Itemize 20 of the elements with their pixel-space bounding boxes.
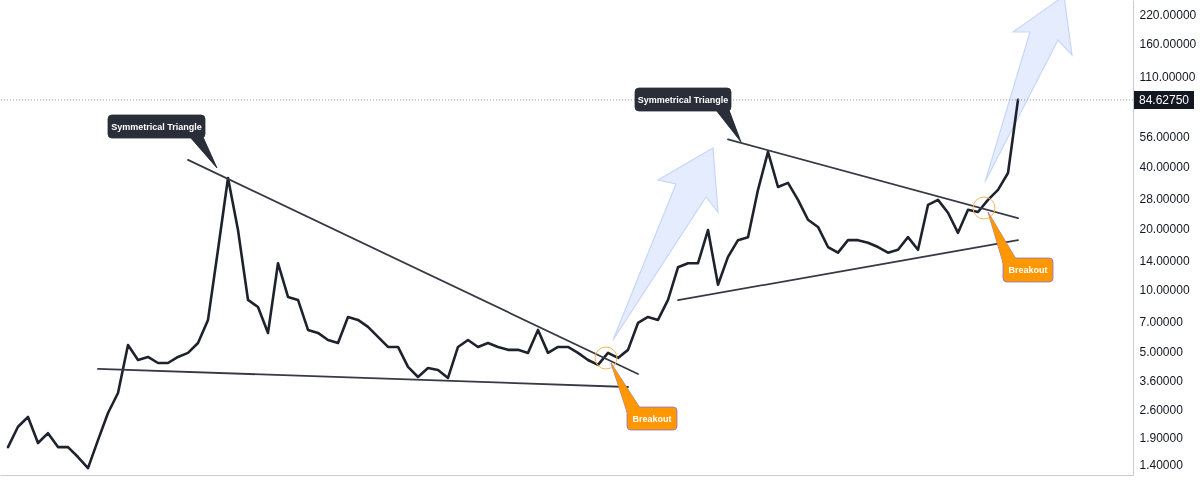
y-tick-label: 3.60000 — [1139, 374, 1184, 389]
ref-line-label: 84.62750 — [1138, 92, 1190, 107]
y-tick-label: 2.60000 — [1139, 403, 1184, 418]
annotation: Symmetrical Triangle — [637, 94, 729, 105]
annotation: Breakout — [632, 413, 672, 424]
y-tick-label: 10.00000 — [1139, 283, 1190, 298]
y-tick-label: 1.40000 — [1139, 458, 1184, 473]
y-tick-label: 5.00000 — [1139, 345, 1184, 360]
y-tick-label: 56.00000 — [1139, 130, 1190, 145]
annotation: Breakout — [1008, 265, 1048, 275]
y-tick-label: 160.00000 — [1139, 36, 1197, 51]
y-tick-label: 40.00000 — [1139, 160, 1190, 175]
y-tick-label: 20.00000 — [1139, 221, 1190, 236]
y-tick-label: 1.90000 — [1139, 431, 1184, 446]
y-tick-label: 110.00000 — [1139, 70, 1196, 85]
y-tick-label: 28.00000 — [1139, 191, 1190, 206]
annotation: Symmetrical Triangle — [111, 121, 202, 132]
y-tick-label: 7.00000 — [1139, 315, 1184, 330]
y-tick-label: 14.00000 — [1139, 253, 1190, 268]
y-tick-label: 220.00000 — [1139, 8, 1197, 23]
